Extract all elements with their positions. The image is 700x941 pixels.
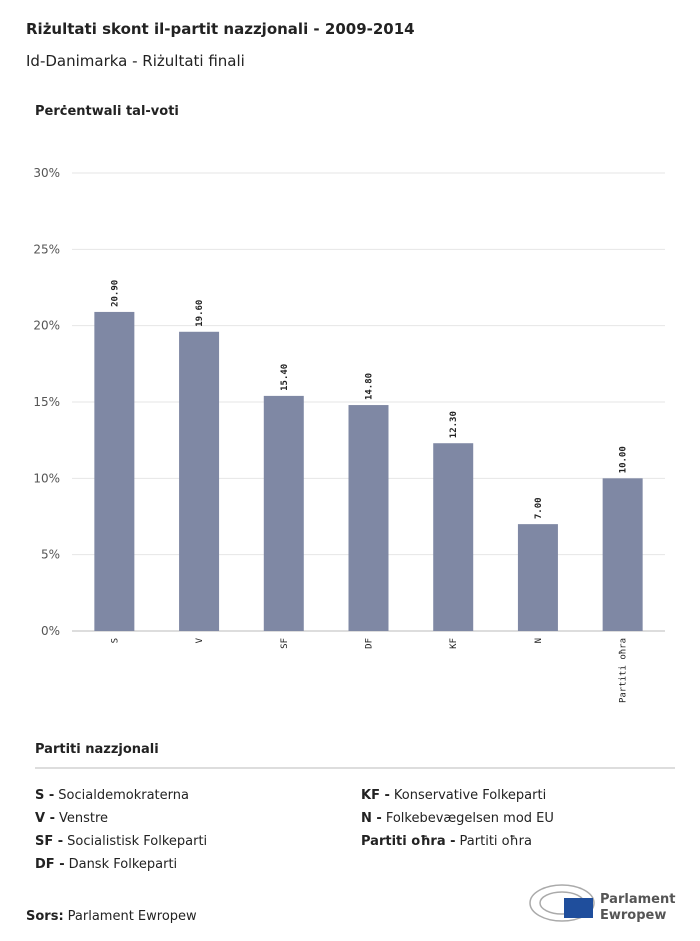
legend-entry: S - Socialdemokraterna	[35, 788, 189, 803]
legend-abbr: S -	[35, 788, 54, 803]
legend-name: Socialdemokraterna	[58, 788, 189, 803]
bar	[517, 524, 558, 631]
bar	[94, 311, 135, 631]
bar	[263, 395, 304, 631]
legend-entry: Partiti oħra - Partiti oħra	[361, 834, 532, 849]
y-tick-label: 20%	[33, 319, 60, 333]
legend-abbr: N -	[361, 811, 382, 826]
legend-entry: KF - Konservative Folkeparti	[361, 788, 546, 803]
y-tick-label: 25%	[33, 242, 60, 256]
logo-text: Ewropew	[600, 908, 666, 923]
source-label: Sors:	[26, 909, 64, 924]
legend-entry: SF - Socialistisk Folkeparti	[35, 834, 207, 849]
bar	[179, 331, 220, 631]
legend-entry: DF - Dansk Folkeparti	[35, 857, 177, 872]
x-tick-label: SF	[280, 638, 290, 649]
legend-abbr: V -	[35, 811, 55, 826]
bar	[348, 405, 389, 631]
value-label: 15.40	[280, 364, 290, 391]
value-label: 10.00	[619, 446, 629, 473]
y-axis-label: Perċentwali tal-voti	[35, 104, 179, 119]
logo: Parlament Ewropew	[529, 884, 675, 923]
logo-text: Parlament	[600, 892, 675, 907]
bar	[602, 478, 643, 631]
source: Sors: Parlament Ewropew	[26, 909, 197, 924]
legend-name: Socialistisk Folkeparti	[67, 834, 207, 849]
legend-name: Partiti oħra	[460, 834, 532, 849]
source-text: Parlament Ewropew	[68, 909, 197, 924]
value-label: 19.60	[195, 300, 205, 327]
x-tick-label: S	[110, 638, 120, 643]
value-label: 12.30	[449, 411, 459, 438]
value-label: 14.80	[365, 373, 375, 400]
y-tick-label: 5%	[41, 548, 60, 562]
legend-name: Venstre	[59, 811, 108, 826]
legend-entry: V - Venstre	[35, 811, 108, 826]
legend-abbr: Partiti oħra -	[361, 834, 456, 849]
legend-name: Folkebevægelsen mod EU	[386, 811, 554, 826]
value-label: 20.90	[110, 280, 120, 307]
legend-entry: N - Folkebevægelsen mod EU	[361, 811, 554, 826]
chart-subtitle: Id-Danimarka - Riżultati finali	[26, 52, 245, 70]
legend-abbr: SF -	[35, 834, 63, 849]
legend-name: Dansk Folkeparti	[69, 857, 178, 872]
y-tick-label: 30%	[33, 166, 60, 180]
legend-abbr: KF -	[361, 788, 390, 803]
x-tick-label: N	[534, 638, 544, 643]
bar	[433, 443, 474, 631]
y-tick-label: 0%	[41, 624, 60, 638]
legend-title: Partiti nazzjonali	[35, 742, 159, 757]
value-label: 7.00	[534, 497, 544, 519]
x-tick-label: V	[195, 637, 205, 643]
legend-name: Konservative Folkeparti	[394, 788, 546, 803]
x-tick-label: DF	[365, 638, 375, 649]
legend-abbr: DF -	[35, 857, 65, 872]
x-tick-label: KF	[449, 638, 459, 649]
chart-title: Riżultati skont il-partit nazzjonali - 2…	[26, 20, 415, 38]
y-tick-label: 10%	[33, 471, 60, 485]
x-tick-label: Partiti oħra	[619, 638, 629, 703]
y-tick-label: 15%	[33, 395, 60, 409]
